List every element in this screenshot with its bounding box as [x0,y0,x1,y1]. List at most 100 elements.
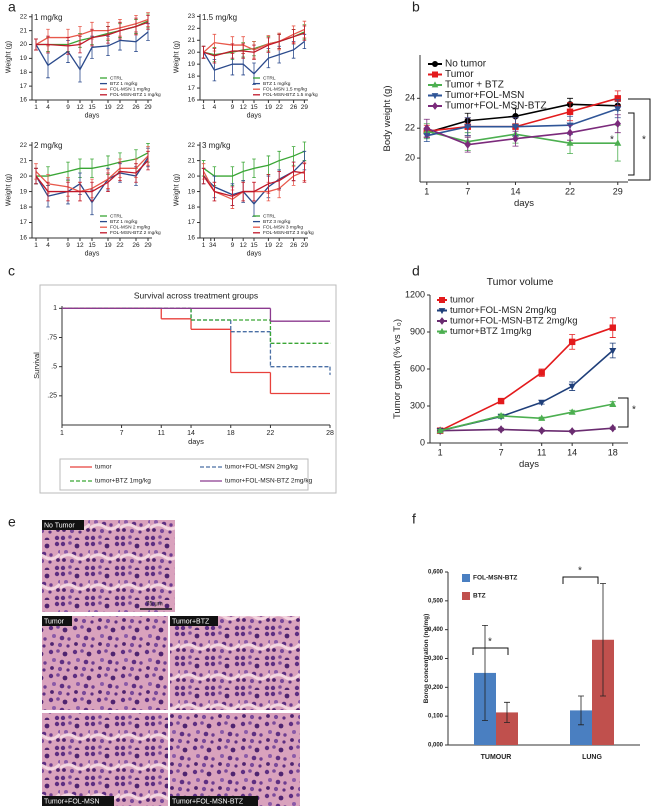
y-axis-label: Weight (g) [173,41,180,73]
chart-title: Survival across treatment groups [134,290,258,300]
x-tick-label: 22 [116,104,124,111]
x-tick-label: 22 [565,186,575,196]
y-tick-label: 300 [410,400,425,410]
annotation: * [642,135,646,146]
marker [464,140,471,149]
x-tick-label: 14 [567,447,577,457]
y-tick-label: 22 [405,123,415,133]
label-bg [170,616,218,626]
x-tick-label: 18 [227,430,235,437]
legend-label: CTRL [263,75,276,81]
error-bar [90,28,94,47]
chart-title: 2 mg/kg [34,141,62,150]
y-tick-label: 16 [188,97,196,104]
histology-image [170,713,300,806]
error-bar [201,167,206,185]
error-bar [134,163,138,183]
x-axis-label: days [519,459,539,470]
error-bar [134,17,138,36]
y-axis-label: Weight (g) [5,41,12,73]
y-tick-label: 19 [20,55,28,62]
y-axis-label: Survival [32,352,41,379]
error-bar [78,56,82,83]
image-label: Tumor [44,618,65,625]
legend-label: BTZ 1 mg/kg [110,219,138,225]
annotation: * [488,637,492,648]
x-tick-label: 26 [132,242,140,249]
y-tick-label: 20 [20,173,28,180]
significance-bracket [618,397,629,428]
marker [609,424,616,433]
significance-bracket [628,98,651,181]
legend-label: tumor+FOL-MSN 2mg/kg [225,464,298,471]
legend-label: No tumor [445,59,487,70]
x-tick-label: 29 [144,104,152,111]
y-tick-label: 18 [20,204,28,211]
y-tick-label: .25 [47,393,57,400]
y-tick-label: 17 [20,83,28,90]
y-tick-label: 900 [410,326,425,336]
y-tick-label: .75 [47,334,57,341]
x-axis-label: days [85,250,100,257]
x-axis-label: days [85,112,100,119]
y-tick-label: 19 [20,188,28,195]
y-tick-label: 21 [188,157,196,164]
histology-image [42,616,168,710]
y-tick-label: 0,500 [428,598,444,604]
marker [538,426,545,435]
y-axis-label: Body weight (g) [382,85,393,151]
histology-image [170,616,300,710]
marker [566,139,574,146]
chart-title: 1 mg/kg [34,13,62,22]
x-tick-label: 1 [202,242,206,249]
error-bar [252,181,256,202]
marker [497,412,505,419]
x-tick-label: 22 [276,242,284,249]
image-label: No Tumor [44,522,75,529]
x-tick-label: 29 [301,242,309,249]
panel-letter: c [8,263,15,279]
x-tick-label: 4 [46,104,50,111]
x-tick-label: 15 [250,104,258,111]
legend-label: FOL-MSN 3 mg/kg [263,224,303,230]
image-label: Tumor+FOL-MSN-BTZ [172,798,244,805]
marker [609,324,616,331]
x-tick-label: 29 [301,104,309,111]
y-tick-label: 18 [20,69,28,76]
y-tick-label: 1200 [405,289,425,299]
y-tick-label: 22 [20,142,28,149]
x-tick-label: 15 [88,242,96,249]
error-bar [34,38,38,51]
panel-letter: e [8,514,16,530]
significance-bracket [472,647,509,655]
error-bar [34,167,38,185]
image-label: Tumor+BTZ [172,618,210,625]
y-tick-label: 19 [188,61,196,68]
legend-label: FOL-MSN-BTZ [473,575,517,582]
marker [538,414,546,421]
x-tick-label: 29 [613,186,623,196]
series-line [440,427,613,433]
marker [568,383,576,391]
y-tick-label: 18 [188,204,196,211]
error-bar [230,186,235,206]
annotation: * [632,405,636,416]
x-tick-label: 1 [34,104,38,111]
bar [570,710,592,745]
legend-swatch [462,592,470,600]
error-bar [106,26,110,44]
legend-label: tumor+FOL-MSN-BTZ 2mg/kg [450,316,577,327]
x-tick-label: 14 [187,430,195,437]
marker [614,106,622,113]
marker [436,426,444,434]
x-tick-label: 12 [240,104,248,111]
legend-label: FOL-MSN-BTZ 3 mg/kg [263,230,314,236]
x-tick-label: 1 [438,447,443,457]
x-tick-label: 22 [267,430,275,437]
error-bar [241,43,245,59]
y-tick-label: 0,600 [428,570,444,576]
legend-label: tumor [95,464,112,471]
error-bar [252,158,256,179]
marker [538,369,545,376]
bar [496,712,518,745]
